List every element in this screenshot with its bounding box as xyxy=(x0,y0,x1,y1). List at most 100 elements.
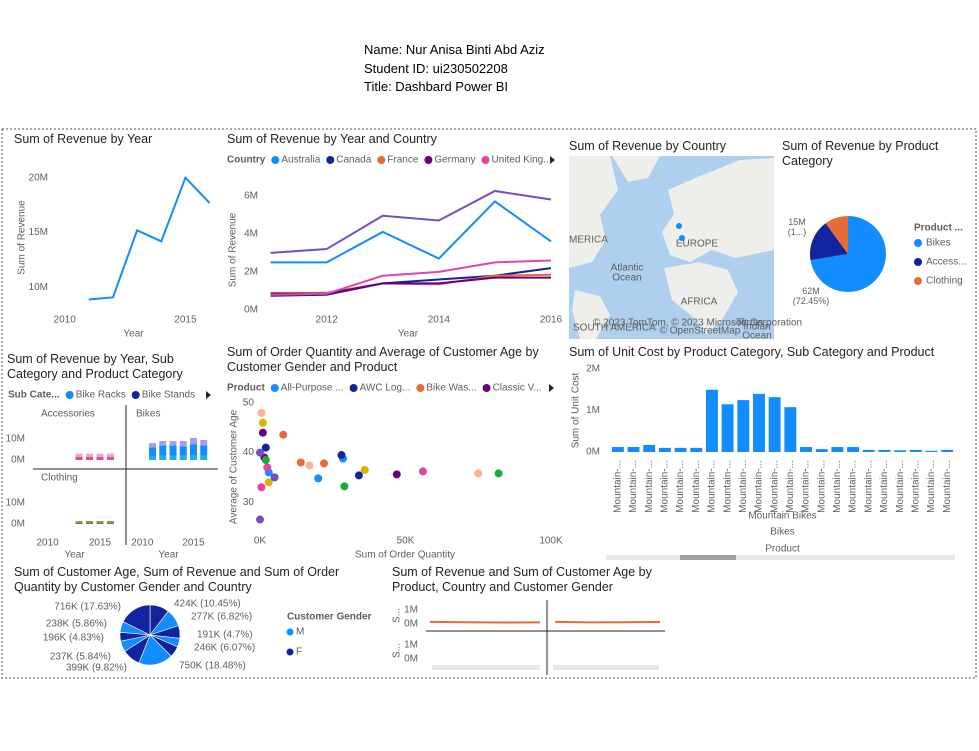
bar-segment xyxy=(159,441,167,446)
x-tick-label: 100K xyxy=(539,536,563,547)
x-tick-label: Mountain-... xyxy=(879,460,890,513)
legend-label: Bike Stands xyxy=(142,390,195,401)
x-tick-label: Mountain-... xyxy=(675,460,686,513)
bar xyxy=(862,449,875,452)
chart-title: Sum of Revenue by Country xyxy=(569,139,727,153)
x-tick-label: Mountain-... xyxy=(895,460,906,513)
map-land xyxy=(662,158,774,262)
legend-label: Australia xyxy=(281,155,320,166)
x-tick-label: Mountain-... xyxy=(801,460,812,513)
scrollbar[interactable] xyxy=(606,555,955,560)
legend-label: Canada xyxy=(336,155,371,166)
y-axis-label: Sum of Revenue xyxy=(17,200,28,275)
pie-slice xyxy=(810,216,886,292)
bar-segment xyxy=(86,522,94,524)
x-tick-label: Mountain-... xyxy=(660,460,671,513)
legend-arrow[interactable] xyxy=(206,391,211,399)
scatter-point xyxy=(256,448,264,457)
bar-segment xyxy=(169,445,177,456)
group-label: Mountain Bikes xyxy=(748,511,816,522)
legend-marker xyxy=(271,156,280,164)
map-label: © 2023 TomTom, © 2023 Microsoft Corporat… xyxy=(593,318,802,329)
bar-segment xyxy=(179,455,187,460)
x-tick-label: 2015 xyxy=(89,538,112,549)
bar xyxy=(878,449,891,452)
map-label: Ocean xyxy=(742,331,771,342)
legend-title: Product xyxy=(227,383,265,394)
bar xyxy=(815,449,828,452)
bar-segment xyxy=(179,446,187,456)
bar-segment xyxy=(159,445,167,456)
y-axis-label: Sum of Revenue xyxy=(228,212,239,287)
bar-segment xyxy=(106,453,114,457)
legend-label: United King... xyxy=(492,155,552,166)
y-axis-label: S... xyxy=(392,643,403,658)
y-axis-label: S... xyxy=(392,608,403,623)
x-tick-label: 0K xyxy=(254,536,267,547)
legend-marker xyxy=(131,391,140,399)
x-axis-label: Sum of Order Quantity xyxy=(355,550,455,561)
map xyxy=(569,156,774,339)
scrollbar[interactable] xyxy=(553,665,659,670)
map-land xyxy=(612,156,660,182)
bar xyxy=(753,393,765,452)
pie-slice xyxy=(810,223,848,261)
panel-label: Bikes xyxy=(136,409,160,420)
scatter-point xyxy=(263,463,272,472)
map-label: EUROPE xyxy=(676,239,719,250)
y-tick-label: 2M xyxy=(586,364,600,375)
bar xyxy=(658,447,671,452)
x-axis-label: Product xyxy=(765,544,800,555)
bar xyxy=(909,449,922,452)
data-label: 246K (6.07%) xyxy=(194,643,255,654)
legend-label: France xyxy=(387,155,419,166)
bar-segment xyxy=(86,456,94,460)
scatter-point xyxy=(258,428,267,437)
map-label: AFRICA xyxy=(681,297,718,308)
legend-arrow[interactable] xyxy=(549,384,554,392)
x-tick-label: 2012 xyxy=(316,315,339,326)
x-tick-label: 2015 xyxy=(174,315,197,326)
line xyxy=(270,189,552,254)
pie-slice xyxy=(825,216,848,254)
legend-marker xyxy=(481,156,490,164)
legend-label: Bike Was... xyxy=(426,383,476,394)
scrollbar[interactable] xyxy=(432,665,540,670)
bar-segment xyxy=(86,521,94,523)
scatter-point xyxy=(258,418,267,427)
bar xyxy=(894,450,907,452)
bar-segment xyxy=(200,440,208,446)
x-tick-label: 2016 xyxy=(540,315,563,326)
scatter-point xyxy=(296,458,305,467)
data-label: 424K (10.45%) xyxy=(174,599,241,610)
y-tick-label: 40 xyxy=(243,447,255,458)
legend-arrow[interactable] xyxy=(550,156,555,164)
legend-marker xyxy=(914,277,922,285)
map-label: Terms xyxy=(736,318,763,329)
line xyxy=(270,267,552,297)
map-label: Atlantic xyxy=(611,263,644,274)
pie-slice xyxy=(122,604,151,636)
x-tick-label: Mountain-... xyxy=(769,460,780,513)
panel-label: Accessories xyxy=(41,409,95,420)
bar xyxy=(611,447,624,452)
chart-title: Sum of Unit Cost by Product Category, Su… xyxy=(569,345,935,359)
bar-segment xyxy=(179,441,187,447)
legend-label: M xyxy=(296,627,304,638)
legend-title: Product ... xyxy=(914,223,963,234)
map-label: © OpenStreetMap xyxy=(660,326,741,337)
bar xyxy=(831,447,844,452)
bar-segment xyxy=(75,453,83,457)
bar-segment xyxy=(149,456,157,460)
scatter-point xyxy=(256,515,264,524)
chart-title: Sum of Revenue and Sum of Customer Age b… xyxy=(392,565,652,594)
scatter-point xyxy=(337,451,346,460)
legend-label: Germany xyxy=(434,155,475,166)
scrollbar-thumb[interactable] xyxy=(680,555,736,560)
data-label: 399K (9.82%) xyxy=(66,663,127,674)
bar-segment xyxy=(106,456,114,460)
scatter-point xyxy=(360,465,369,474)
y-tick-label: 1M xyxy=(586,405,600,416)
x-tick-label: Mountain-... xyxy=(644,460,655,513)
